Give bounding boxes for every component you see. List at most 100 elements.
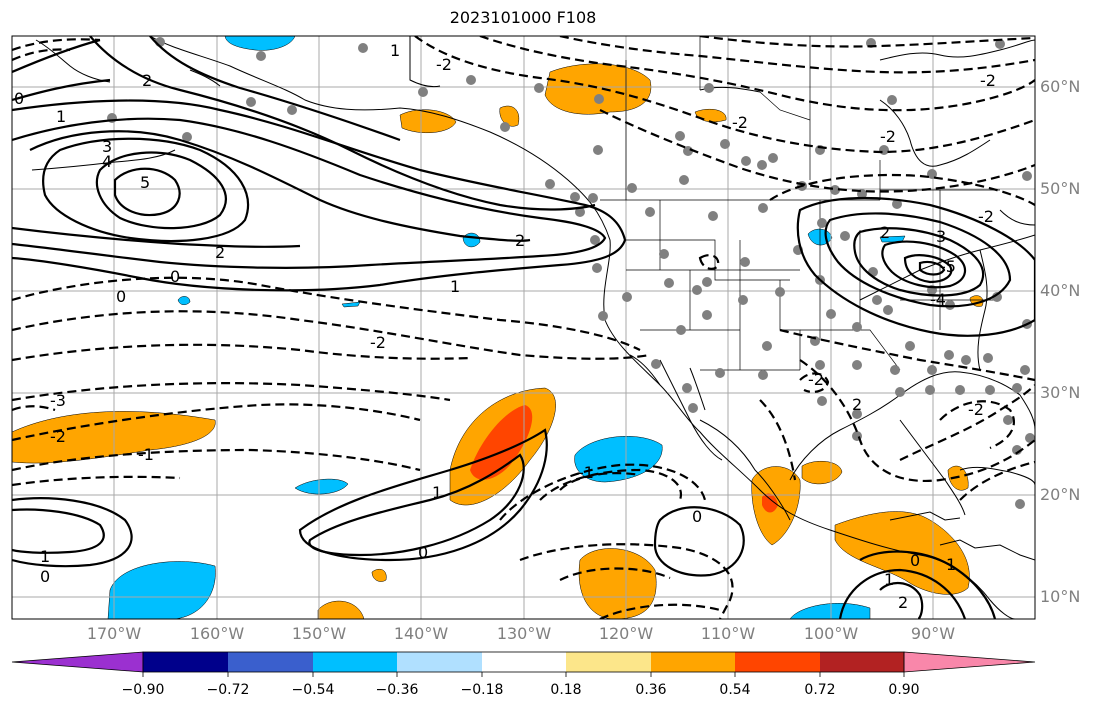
lon-label: 100°W (803, 624, 859, 643)
contour-label: 0 (910, 551, 920, 570)
map-frame (11, 35, 1036, 620)
colorbar-tick-label: 0.18 (550, 682, 582, 698)
colorbar-segment (313, 652, 397, 672)
solid-contours (12, 36, 1035, 619)
shade-orange (947, 465, 969, 491)
contour-label: 1 (450, 277, 460, 296)
contour-label: -2 (732, 113, 748, 132)
colorbar-tick-label: −0.36 (375, 682, 419, 698)
contour-label: 2 (880, 223, 890, 242)
contour-label: 1 (390, 41, 400, 60)
lon-label: 130°W (496, 624, 552, 643)
colorbar-tick-label: 0.54 (719, 682, 751, 698)
shade-orange (317, 600, 365, 619)
shade-blue (294, 478, 349, 495)
contour-label: 1 (432, 483, 442, 502)
contour-label: 1 (40, 547, 50, 566)
lon-label: 170°W (86, 624, 142, 643)
colorbar-segment (397, 652, 482, 672)
lat-label: 50°N (1040, 179, 1081, 198)
contour-label: -3 (50, 391, 66, 410)
contour-label: -2 (880, 127, 896, 146)
contour-label: 3 (936, 227, 946, 246)
contour-label: 0 (116, 287, 126, 306)
colorbar-extend-high (903, 651, 1036, 673)
lon-label: 110°W (700, 624, 756, 643)
shade-orange (499, 105, 520, 127)
shade-blue (341, 301, 361, 308)
lon-label: 150°W (291, 624, 347, 643)
colorbar-segment (566, 652, 651, 672)
contour-label: -1 (578, 463, 594, 482)
station-dots (107, 37, 1035, 509)
shade-red (762, 493, 778, 513)
lat-lon-grid (12, 36, 1035, 619)
contour-label: 4 (102, 152, 112, 171)
contour-label: 1 (56, 107, 66, 126)
contour-label: -2 (980, 71, 996, 90)
colorbar-tick-label: 0.72 (804, 682, 836, 698)
lat-label: 60°N (1040, 77, 1081, 96)
lon-label: 160°W (189, 624, 245, 643)
colorbar-segment (735, 652, 820, 672)
shade-orange (801, 460, 843, 485)
contour-label: -2 (978, 207, 994, 226)
contour-label: 0 (40, 567, 50, 586)
colorbar-extend-low (11, 651, 144, 673)
contour-label: -1 (138, 445, 154, 464)
shade-blue (789, 603, 871, 619)
contour-label: 0 (170, 267, 180, 286)
colorbar-tick-label: −0.90 (121, 682, 165, 698)
contour-label: 5 (140, 173, 150, 192)
contour-label: 2 (142, 71, 152, 90)
colorbar-segment (228, 652, 313, 672)
contour-label: -2 (50, 427, 66, 446)
colorbar-segment (482, 652, 566, 672)
colorbar-tick-label: −0.18 (460, 682, 504, 698)
shade-orange (544, 63, 652, 115)
lon-label: 140°W (393, 624, 449, 643)
contour-label: 2 (852, 395, 862, 414)
shade-blue (462, 232, 481, 248)
colorbar-tick-label: −0.54 (291, 682, 335, 698)
contour-label: 3 (102, 137, 112, 156)
shade-orange (578, 548, 657, 619)
contour-label: -2 (968, 400, 984, 419)
contour-label: -4 (930, 290, 946, 309)
shade-orange (371, 569, 387, 582)
lon-label: 90°W (910, 624, 956, 643)
colorbar-segment (820, 652, 904, 672)
lat-label: 40°N (1040, 281, 1081, 300)
shade-orange (834, 511, 970, 595)
lat-label: 30°N (1040, 383, 1081, 402)
contour-label: 1 (946, 555, 956, 574)
contour-label: 0 (692, 507, 702, 526)
contour-label: 0 (14, 89, 24, 108)
contour-label: 2 (515, 231, 525, 250)
shade-red (470, 405, 533, 480)
contour-label: 2 (215, 243, 225, 262)
contour-label: 2 (898, 593, 908, 612)
contour-label: -2 (808, 370, 824, 389)
lon-label: 120°W (598, 624, 654, 643)
colorbar-segment (143, 652, 228, 672)
lat-label: 10°N (1040, 587, 1081, 606)
colorbar-tick-label: −0.72 (206, 682, 250, 698)
colorbar-segment (651, 652, 735, 672)
shade-blue (224, 36, 296, 51)
lat-label: 20°N (1040, 485, 1081, 504)
map-title: 2023101000 F108 (449, 8, 597, 27)
colorbar-tick-label: 0.90 (888, 682, 920, 698)
dashed-contours (12, 36, 1035, 619)
contour-label: 0 (418, 543, 428, 562)
colorbar (11, 651, 1036, 677)
colorbar-tick-label: 0.36 (635, 682, 667, 698)
political-borders (600, 36, 1000, 371)
shade-orange (399, 109, 457, 134)
contour-label: -2 (436, 55, 452, 74)
contour-label: -2 (370, 333, 386, 352)
shade-orange (694, 109, 727, 123)
shade-blue (107, 561, 216, 619)
contour-label: -5 (940, 257, 956, 276)
